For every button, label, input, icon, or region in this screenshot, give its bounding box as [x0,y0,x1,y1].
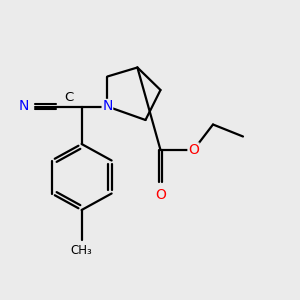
Text: O: O [155,188,166,202]
Text: CH₃: CH₃ [71,244,92,257]
Text: N: N [18,100,29,113]
Text: C: C [64,91,73,104]
Text: N: N [102,100,112,113]
Text: O: O [188,143,199,157]
